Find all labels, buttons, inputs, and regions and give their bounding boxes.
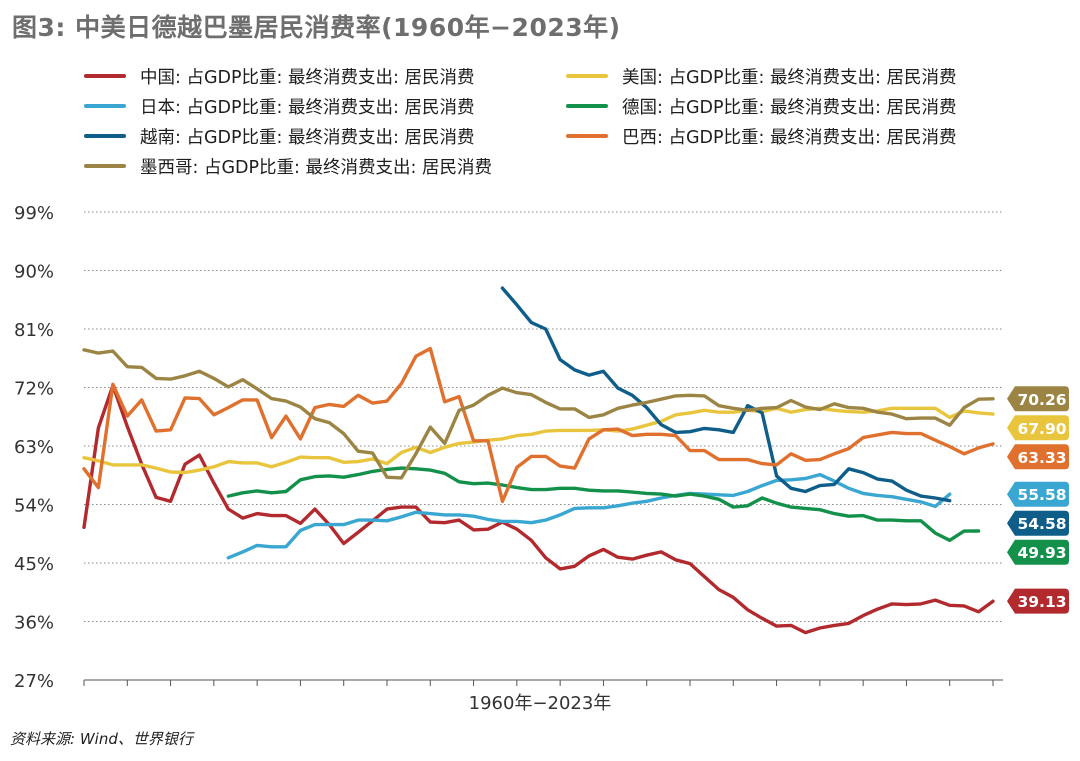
legend-item: 美国: 占GDP比重: 最终消费支出: 居民消费 [566, 62, 956, 90]
end-value-tag [1007, 539, 1069, 565]
series-line [82, 346, 995, 503]
end-value-tag [1007, 510, 1069, 536]
y-tick-label: 36% [14, 613, 54, 634]
end-value-tag [1007, 444, 1069, 470]
legend-swatch [566, 104, 608, 108]
legend-label: 越南: 占GDP比重: 最终消费支出: 居民消费 [140, 127, 475, 148]
legend-swatch [84, 104, 126, 108]
y-tick-label: 90% [14, 262, 54, 283]
end-value-tag [1007, 588, 1069, 614]
legend-item: 日本: 占GDP比重: 最终消费支出: 居民消费 [84, 92, 474, 120]
end-value-label: 63.33 [1017, 449, 1066, 467]
line-chart: 27% 36% 45% 54% 63% 72% 81% 90% 99% 1960年−2023年 70… [14, 203, 1069, 714]
series-line [500, 286, 952, 503]
end-value-label: 70.26 [1017, 391, 1066, 409]
legend-item: 墨西哥: 占GDP比重: 最终消费支出: 居民消费 [84, 152, 492, 180]
legend-item: 德国: 占GDP比重: 最终消费支出: 居民消费 [566, 92, 956, 120]
end-value-tag [1007, 481, 1069, 507]
legend-label: 美国: 占GDP比重: 最终消费支出: 居民消费 [622, 67, 957, 88]
legend-item: 中国: 占GDP比重: 最终消费支出: 居民消费 [84, 62, 474, 90]
legend-item: 巴西: 占GDP比重: 最终消费支出: 居民消费 [566, 122, 956, 150]
y-tick-label: 81% [14, 320, 54, 341]
series-line [226, 472, 952, 560]
legend-label: 德国: 占GDP比重: 最终消费支出: 居民消费 [622, 97, 957, 118]
end-value-tag [1007, 415, 1069, 441]
series-line [82, 383, 995, 635]
end-value-label: 49.93 [1017, 544, 1066, 562]
legend-label: 日本: 占GDP比重: 最终消费支出: 居民消费 [140, 97, 475, 118]
end-value-label: 55.58 [1017, 486, 1066, 504]
series-line [82, 406, 995, 475]
series-line [82, 348, 995, 480]
legend-label: 墨西哥: 占GDP比重: 最终消费支出: 居民消费 [140, 157, 492, 178]
legend-swatch [566, 134, 608, 138]
legend-swatch [566, 74, 608, 78]
legend-label: 中国: 占GDP比重: 最终消费支出: 居民消费 [140, 67, 475, 88]
y-tick-label: 72% [14, 379, 54, 400]
figure-title: 图3: 中美日德越巴墨居民消费率(1960年−2023年) [12, 13, 621, 42]
source-note: 资料来源: Wind、世界银行 [10, 730, 193, 748]
y-tick-label: 54% [14, 496, 54, 517]
legend-swatch [84, 74, 126, 78]
legend-swatch [84, 134, 126, 138]
end-value-label: 67.90 [1017, 420, 1066, 438]
series-line [226, 466, 981, 542]
end-value-tag [1007, 386, 1069, 412]
y-tick-label: 99% [14, 203, 54, 224]
x-axis-label: 1960年−2023年 [469, 693, 612, 714]
legend-item: 越南: 占GDP比重: 最终消费支出: 居民消费 [84, 122, 474, 150]
legend-label: 巴西: 占GDP比重: 最终消费支出: 居民消费 [622, 127, 957, 148]
y-tick-label: 27% [14, 671, 54, 692]
end-value-label: 39.13 [1017, 593, 1066, 611]
y-tick-label: 45% [14, 554, 54, 575]
y-tick-label: 63% [14, 437, 54, 458]
end-value-label: 54.58 [1017, 515, 1066, 533]
legend-swatch [84, 164, 126, 168]
